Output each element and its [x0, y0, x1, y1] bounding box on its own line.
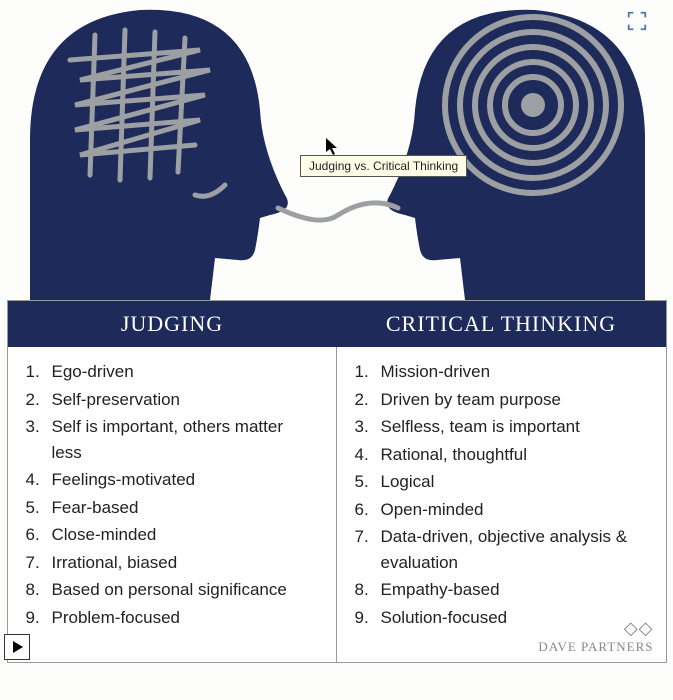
mouth-connector-line [278, 203, 398, 220]
play-button[interactable] [4, 634, 30, 660]
judging-item: Fear-based [26, 495, 318, 521]
judging-item: Self-preservation [26, 387, 318, 413]
judging-item: Self is important, others matter less [26, 414, 318, 465]
judging-item: Based on personal significance [26, 577, 318, 603]
critical-thinking-item: Open-minded [355, 497, 648, 523]
judging-item: Irrational, biased [26, 550, 318, 576]
critical-thinking-item: Logical [355, 469, 648, 495]
table-header-row: JUDGING CRITICAL THINKING [8, 301, 666, 347]
brand-text: DAVE PARTNERS [538, 637, 653, 657]
hover-tooltip: Judging vs. Critical Thinking [300, 155, 467, 177]
critical-thinking-item: Empathy-based [355, 577, 648, 603]
judging-item: Ego-driven [26, 359, 318, 385]
critical-thinking-item: Mission-driven [355, 359, 648, 385]
judging-item: Close-minded [26, 522, 318, 548]
header-judging: JUDGING [8, 301, 337, 347]
brand-attribution: ◇◇ DAVE PARTNERS [538, 619, 653, 657]
heads-illustration: Judging vs. Critical Thinking [0, 0, 673, 300]
comparison-table: JUDGING CRITICAL THINKING Ego-drivenSelf… [7, 300, 667, 663]
table-body: Ego-drivenSelf-preservationSelf is impor… [8, 347, 666, 662]
critical-thinking-column: Mission-drivenDriven by team purposeSelf… [337, 347, 666, 662]
critical-thinking-item: Selfless, team is important [355, 414, 648, 440]
critical-thinking-list: Mission-drivenDriven by team purposeSelf… [355, 359, 648, 630]
play-icon [13, 641, 23, 653]
judging-item: Problem-focused [26, 605, 318, 631]
header-critical-thinking: CRITICAL THINKING [337, 301, 666, 347]
critical-thinking-item: Data-driven, objective analysis & evalua… [355, 524, 648, 575]
fullscreen-icon[interactable] [626, 10, 648, 32]
judging-list: Ego-drivenSelf-preservationSelf is impor… [26, 359, 318, 630]
mouse-cursor-icon [326, 138, 340, 156]
critical-thinking-item: Rational, thoughtful [355, 442, 648, 468]
judging-item: Feelings-motivated [26, 467, 318, 493]
judging-column: Ego-drivenSelf-preservationSelf is impor… [8, 347, 337, 662]
brand-logo-icon: ◇◇ [538, 619, 653, 637]
infographic-frame: Judging vs. Critical Thinking JUDGING CR… [0, 0, 673, 700]
critical-thinking-item: Driven by team purpose [355, 387, 648, 413]
